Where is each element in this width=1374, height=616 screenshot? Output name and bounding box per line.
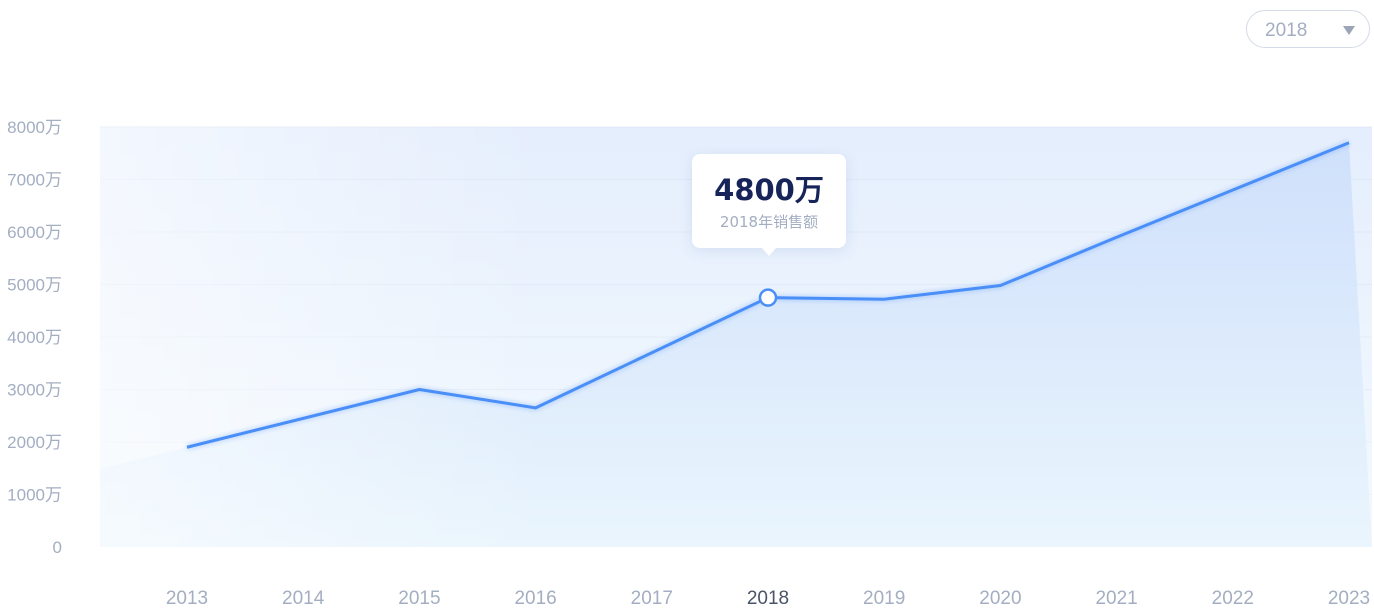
- data-tooltip: 4800万 2018年销售额: [692, 154, 846, 256]
- y-tick-label: 6000万: [7, 223, 62, 242]
- x-tick-label[interactable]: 2019: [863, 588, 905, 609]
- x-tick-label[interactable]: 2013: [166, 588, 208, 609]
- y-tick-label: 0: [53, 538, 62, 557]
- y-tick-label: 5000万: [7, 276, 62, 295]
- y-tick-label: 4000万: [7, 328, 62, 347]
- y-tick-label: 2000万: [7, 433, 62, 452]
- highlight-point[interactable]: [758, 288, 778, 307]
- chevron-down-icon: [1343, 26, 1355, 35]
- x-tick-label[interactable]: 2018: [747, 588, 789, 609]
- y-tick-label: 1000万: [7, 486, 62, 505]
- x-tick-label[interactable]: 2017: [631, 588, 673, 609]
- x-tick-label[interactable]: 2020: [979, 588, 1021, 609]
- x-tick-label[interactable]: 2021: [1095, 588, 1137, 609]
- y-tick-label: 7000万: [7, 171, 62, 190]
- x-tick-label[interactable]: 2023: [1328, 588, 1370, 609]
- tooltip-label: 2018年销售额: [719, 213, 819, 231]
- y-tick-label: 8000万: [7, 118, 62, 137]
- y-tick-label: 3000万: [7, 381, 62, 400]
- tooltip-value: 4800万: [714, 173, 824, 207]
- x-tick-label[interactable]: 2014: [282, 588, 325, 609]
- x-tick-label[interactable]: 2022: [1212, 588, 1254, 609]
- x-tick-label[interactable]: 2015: [398, 588, 440, 609]
- year-select[interactable]: 2018: [1246, 10, 1370, 48]
- year-select-value: 2018: [1265, 20, 1308, 41]
- x-tick-label[interactable]: 2016: [514, 588, 556, 609]
